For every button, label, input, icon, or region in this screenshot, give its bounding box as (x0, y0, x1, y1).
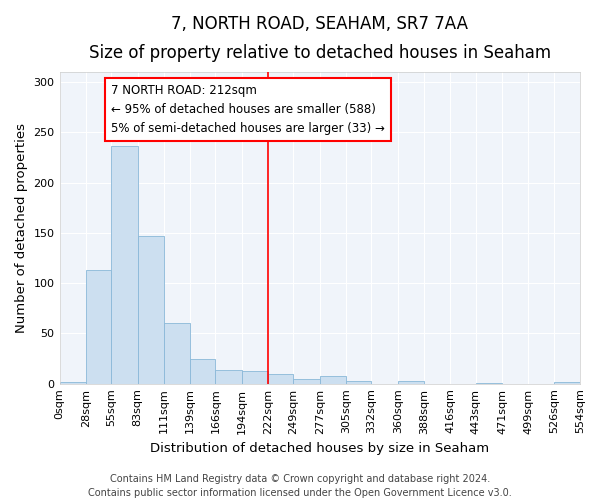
Bar (111, 146, 137, 384)
Text: 7 NORTH ROAD: 212sqm
← 95% of detached houses are smaller (588)
5% of semi-detac: 7 NORTH ROAD: 212sqm ← 95% of detached h… (111, 84, 385, 135)
Bar (164, 324, 190, 384)
Bar (59, 382, 86, 384)
Bar (398, 380, 424, 384)
Bar (215, 370, 242, 384)
Bar (476, 382, 502, 384)
Bar (346, 380, 371, 384)
Bar (320, 376, 346, 384)
X-axis label: Distribution of detached houses by size in Seaham: Distribution of detached houses by size … (150, 442, 490, 455)
Bar (86, 270, 111, 384)
Bar (190, 358, 215, 384)
Bar (293, 378, 320, 384)
Bar (554, 382, 580, 384)
Title: 7, NORTH ROAD, SEAHAM, SR7 7AA
Size of property relative to detached houses in S: 7, NORTH ROAD, SEAHAM, SR7 7AA Size of p… (89, 15, 551, 62)
Bar (242, 370, 268, 384)
Text: Contains HM Land Registry data © Crown copyright and database right 2024.
Contai: Contains HM Land Registry data © Crown c… (88, 474, 512, 498)
Y-axis label: Number of detached properties: Number of detached properties (15, 123, 28, 333)
Bar (268, 374, 293, 384)
Bar (137, 236, 164, 384)
